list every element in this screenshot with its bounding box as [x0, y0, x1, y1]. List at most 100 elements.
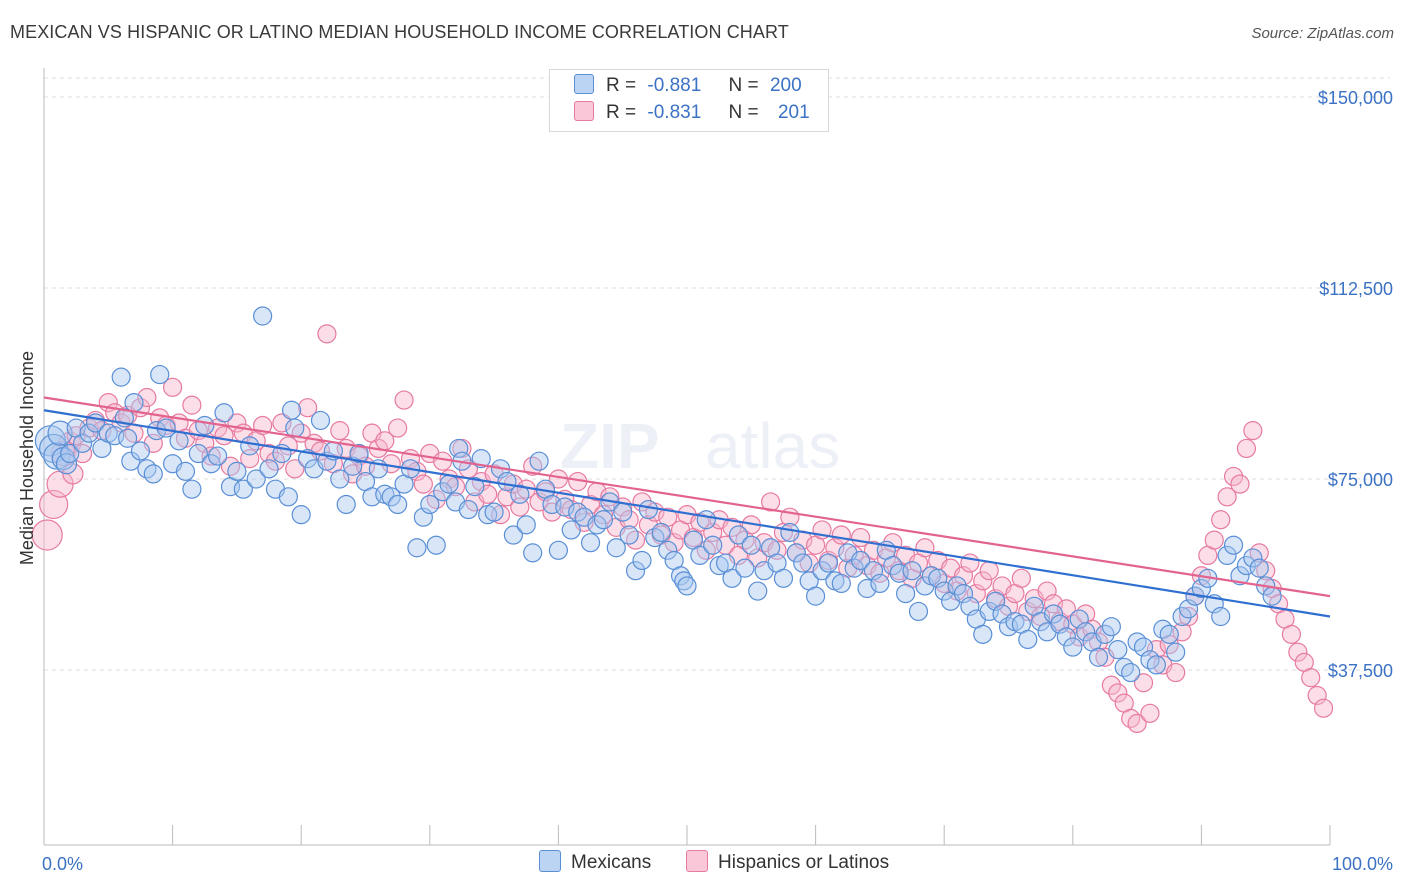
legend-r-value: -0.831	[647, 102, 702, 123]
data-point	[233, 479, 253, 499]
data-point	[651, 522, 671, 543]
data-point	[722, 517, 742, 537]
data-point	[182, 479, 202, 499]
bottom-legend-hispanics: Hispanics or Latinos	[686, 850, 889, 874]
data-point	[1018, 629, 1038, 650]
bottom-legend-mexicans: Mexicans	[539, 850, 651, 874]
data-point	[317, 324, 337, 344]
source-credit: Source: ZipAtlas.com	[1251, 25, 1394, 42]
data-point	[394, 390, 414, 410]
data-point	[253, 306, 273, 326]
data-point	[1243, 548, 1263, 568]
y-tick-label: $37,500	[1328, 661, 1393, 681]
data-point	[121, 451, 141, 471]
data-point	[1056, 627, 1076, 647]
data-point	[388, 418, 408, 438]
data-point	[426, 535, 446, 555]
data-point	[741, 535, 761, 555]
data-point	[439, 474, 459, 494]
data-point	[349, 443, 369, 464]
data-point	[670, 566, 691, 586]
data-point	[722, 568, 742, 588]
data-point	[1217, 487, 1237, 507]
data-point	[1172, 606, 1192, 627]
data-point	[143, 464, 163, 484]
data-point	[1288, 642, 1308, 662]
data-point	[195, 415, 215, 436]
data-point	[979, 561, 999, 581]
data-point	[625, 561, 646, 581]
gridlines	[44, 77, 1390, 671]
data-point	[523, 456, 543, 476]
data-point	[1313, 698, 1334, 718]
data-point	[593, 510, 614, 530]
data-point	[870, 573, 890, 594]
data-point	[812, 561, 832, 581]
y-tick-label: $112,500	[1319, 279, 1393, 299]
data-point	[285, 459, 305, 479]
data-point	[227, 461, 247, 481]
data-point	[31, 519, 63, 551]
data-point	[117, 428, 138, 448]
data-point	[281, 400, 302, 420]
data-point	[220, 456, 241, 476]
data-point	[934, 581, 954, 601]
data-point	[1108, 640, 1128, 660]
data-point	[1166, 642, 1186, 662]
data-point	[413, 474, 433, 494]
data-point	[883, 555, 903, 576]
data-point	[1127, 632, 1147, 652]
data-point	[818, 553, 839, 573]
data-point	[471, 449, 491, 469]
data-point	[1249, 543, 1269, 563]
data-point	[625, 530, 646, 550]
data-point	[696, 540, 716, 560]
data-point	[465, 477, 485, 497]
bottom-legend-swatch-pink	[686, 850, 708, 872]
data-point	[831, 525, 851, 545]
data-point	[728, 525, 749, 545]
data-point	[760, 492, 781, 512]
legend-n-label: N =	[728, 75, 759, 96]
data-point	[1262, 586, 1282, 606]
data-point	[503, 525, 523, 545]
data-point	[47, 420, 73, 446]
trend-line-mexicans	[43, 409, 1331, 618]
axis-labels: $37,500 $75,000 $112,500 $150,000 0.0% 100.0%…	[17, 88, 1393, 874]
data-point	[150, 364, 170, 385]
data-point	[645, 527, 665, 548]
data-point	[272, 413, 292, 433]
data-point	[1159, 624, 1179, 644]
data-point	[805, 586, 826, 606]
y-tick-label: $150,000	[1318, 88, 1393, 108]
data-point	[182, 395, 202, 415]
data-point	[619, 525, 639, 545]
data-point	[1121, 708, 1141, 728]
data-point	[619, 510, 639, 530]
legend-r-label: R =	[606, 75, 637, 96]
data-point	[137, 387, 157, 408]
legend-swatch-pink	[574, 100, 594, 121]
data-point	[240, 436, 260, 456]
legend-row-hispanics: R = -0.831 N = 201	[574, 100, 810, 126]
data-point	[973, 571, 993, 591]
data-point	[1043, 594, 1064, 614]
data-point	[208, 446, 228, 466]
data-point	[1249, 558, 1269, 578]
data-point	[298, 398, 318, 418]
data-point	[851, 550, 871, 571]
data-point	[896, 583, 916, 604]
data-point	[111, 367, 131, 387]
x-tick-label-left: 0.0%	[42, 854, 83, 874]
legend-r-value: -0.881	[647, 75, 702, 96]
data-point	[55, 453, 78, 475]
data-point	[696, 510, 716, 530]
data-point	[265, 451, 286, 471]
data-point	[336, 494, 356, 515]
data-point	[246, 469, 266, 489]
legend-row-mexicans: R = -0.881 N = 200	[574, 73, 802, 99]
data-point	[1114, 657, 1134, 678]
data-point	[1191, 578, 1212, 599]
data-point	[163, 377, 183, 397]
